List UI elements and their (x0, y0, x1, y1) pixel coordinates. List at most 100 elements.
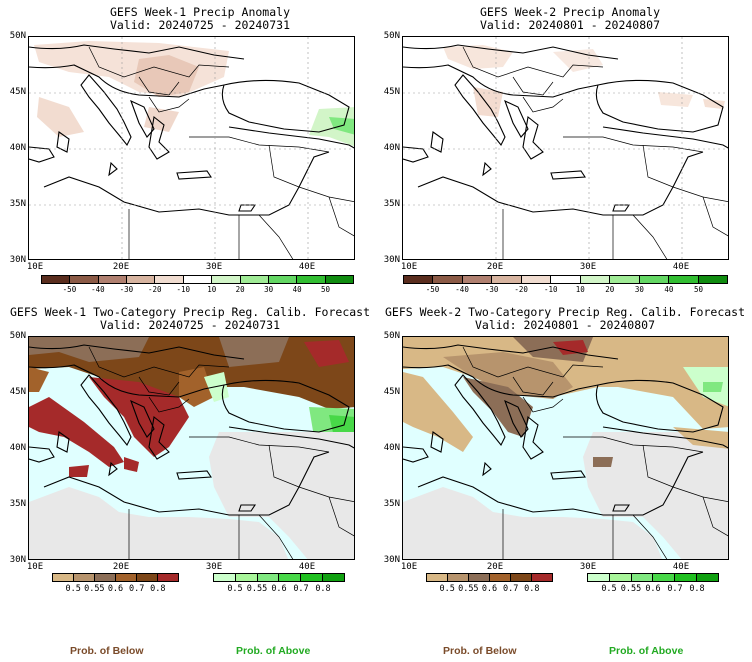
below-colorbar-swatch (469, 574, 490, 581)
anomaly-colorbar-swatch (551, 276, 581, 283)
above-colorbar-swatch (675, 574, 698, 581)
above-colorbar-swatch (301, 574, 324, 581)
above-colorbar-swatch (235, 574, 258, 581)
panel1-lon-40e: 40E (298, 262, 316, 272)
panel4-lat-30n: 30N (383, 555, 400, 565)
anomaly-tick-label: 50 (693, 285, 703, 294)
anomaly-tick-label: -30 (119, 285, 134, 294)
anomaly-colorbar-swatch (212, 276, 241, 283)
panel3-lat-45n: 45N (9, 387, 26, 397)
below-colorbar-swatch (427, 574, 448, 581)
above-colorbar-swatch (653, 574, 676, 581)
anomaly-colorbar-swatch (669, 276, 699, 283)
panel3-map (28, 336, 355, 560)
panel3-lon-30e: 30E (205, 562, 223, 572)
panel2-lat-30n: 30N (383, 255, 400, 265)
anomaly-colorbar-swatch (268, 276, 298, 283)
anomaly-colorbar-swatch (297, 276, 326, 283)
anomaly-colorbar-swatch (183, 276, 213, 283)
panel3-valid: Valid: 20240725 - 20240731 (99, 318, 280, 332)
panel1-lat-40n: 40N (9, 143, 26, 153)
gridlines (403, 37, 728, 259)
probability-shading (403, 337, 728, 559)
anomaly-shading (443, 45, 725, 117)
panel4-lon-40e: 40E (672, 562, 690, 572)
panel2-lat-45n: 45N (383, 87, 400, 97)
below-colorbar-swatch (158, 574, 178, 581)
coastlines (403, 44, 728, 216)
panel4-map (402, 336, 729, 560)
anomaly-tick-label: -20 (514, 285, 528, 294)
anomaly-tick-label: -10 (543, 285, 558, 294)
prob-above-label-2: Prob. of Above (609, 645, 684, 657)
below-colorbar-swatch (511, 574, 532, 581)
panel3-lat-40n: 40N (9, 443, 26, 453)
anomaly-colorbar-swatch (240, 276, 269, 283)
above-colorbar-swatch (588, 574, 610, 581)
panel3-below-colorbar (52, 573, 179, 582)
anomaly-colorbar-swatch (155, 276, 184, 283)
panel3-lat-35n: 35N (9, 499, 26, 509)
panel2-map-svg (403, 37, 728, 259)
panel2-map (402, 36, 729, 260)
below-colorbar-swatch (137, 574, 158, 581)
below-colorbar-swatch (490, 574, 511, 581)
anomaly-colorbar-swatch (70, 276, 99, 283)
panel3-title: GEFS Week-1 Two-Category Precip Reg. Cal… (9, 305, 371, 319)
panel4-title: GEFS Week-2 Two-Category Precip Reg. Cal… (384, 305, 746, 319)
panel4-lon-30e: 30E (579, 562, 597, 572)
panel1-anomaly-colorbar (41, 275, 354, 284)
prob-above-tick-label: 0.55 (246, 584, 268, 594)
panel3-lon-10e: 10E (26, 562, 44, 572)
anomaly-tick-label: 20 (235, 285, 245, 294)
anomaly-tick-label: -40 (455, 285, 469, 294)
panel4-lon-20e: 20E (486, 562, 504, 572)
anomaly-colorbar-swatch (462, 276, 493, 283)
prob-below-tick-label: 0.7 (128, 584, 145, 594)
anomaly-tick-label: -50 (425, 285, 440, 294)
anomaly-tick-label: 20 (605, 285, 615, 294)
below-colorbar-swatch (95, 574, 116, 581)
anomaly-colorbar-swatch (404, 276, 434, 283)
above-colorbar-swatch (609, 574, 632, 581)
above-colorbar-swatch (279, 574, 302, 581)
anomaly-colorbar-swatch (492, 276, 522, 283)
prob-below-label: Prob. of Below (70, 645, 144, 657)
prob-below-tick-label: 0.8 (524, 584, 540, 594)
below-colorbar-swatch (448, 574, 469, 581)
prob-above-tick-label: 0.7 (293, 584, 309, 594)
panel1-lon-10e: 10E (26, 262, 44, 272)
above-colorbar-swatch (323, 574, 344, 581)
panel3-above-colorbar (213, 573, 345, 582)
anomaly-colorbar-swatch (127, 276, 156, 283)
panel2-valid: Valid: 20240801 - 20240807 (479, 18, 660, 32)
prob-below-tick-label: 0.5 (439, 584, 455, 594)
anomaly-colorbar-swatch (580, 276, 611, 283)
panel4-lat-35n: 35N (383, 499, 400, 509)
borders (462, 346, 728, 559)
prob-below-tick-label: 0.55 (84, 584, 105, 594)
prob-below-label-2: Prob. of Below (443, 645, 517, 657)
anomaly-tick-label: -10 (176, 285, 191, 294)
panel1-valid: Valid: 20240725 - 20240731 (109, 18, 290, 32)
panel4-map-svg (403, 337, 728, 559)
panel4-above-colorbar (587, 573, 719, 582)
prob-below-tick-label: 0.55 (458, 584, 479, 594)
anomaly-tick-label: 30 (634, 285, 644, 294)
prob-above-tick-label: 0.5 (227, 584, 243, 594)
panel4-lon-10e: 10E (400, 562, 418, 572)
panel2-title: GEFS Week-2 Precip Anomaly (479, 5, 660, 19)
anomaly-tick-label: 50 (321, 285, 331, 294)
gridlines (29, 37, 354, 259)
anomaly-colorbar-swatch (610, 276, 640, 283)
above-colorbar-swatch (631, 574, 654, 581)
anomaly-tick-label: 10 (207, 285, 217, 294)
anomaly-tick-label: 10 (575, 285, 585, 294)
anomaly-tick-label: -40 (91, 285, 105, 294)
panel2-lat-40n: 40N (383, 143, 400, 153)
prob-above-tick-label: 0.5 (601, 584, 617, 594)
anomaly-colorbar-swatch (698, 276, 727, 283)
coastlines (29, 44, 354, 216)
prob-above-label: Prob. of Above (236, 645, 311, 657)
panel1-lat-50n: 50N (9, 31, 26, 41)
